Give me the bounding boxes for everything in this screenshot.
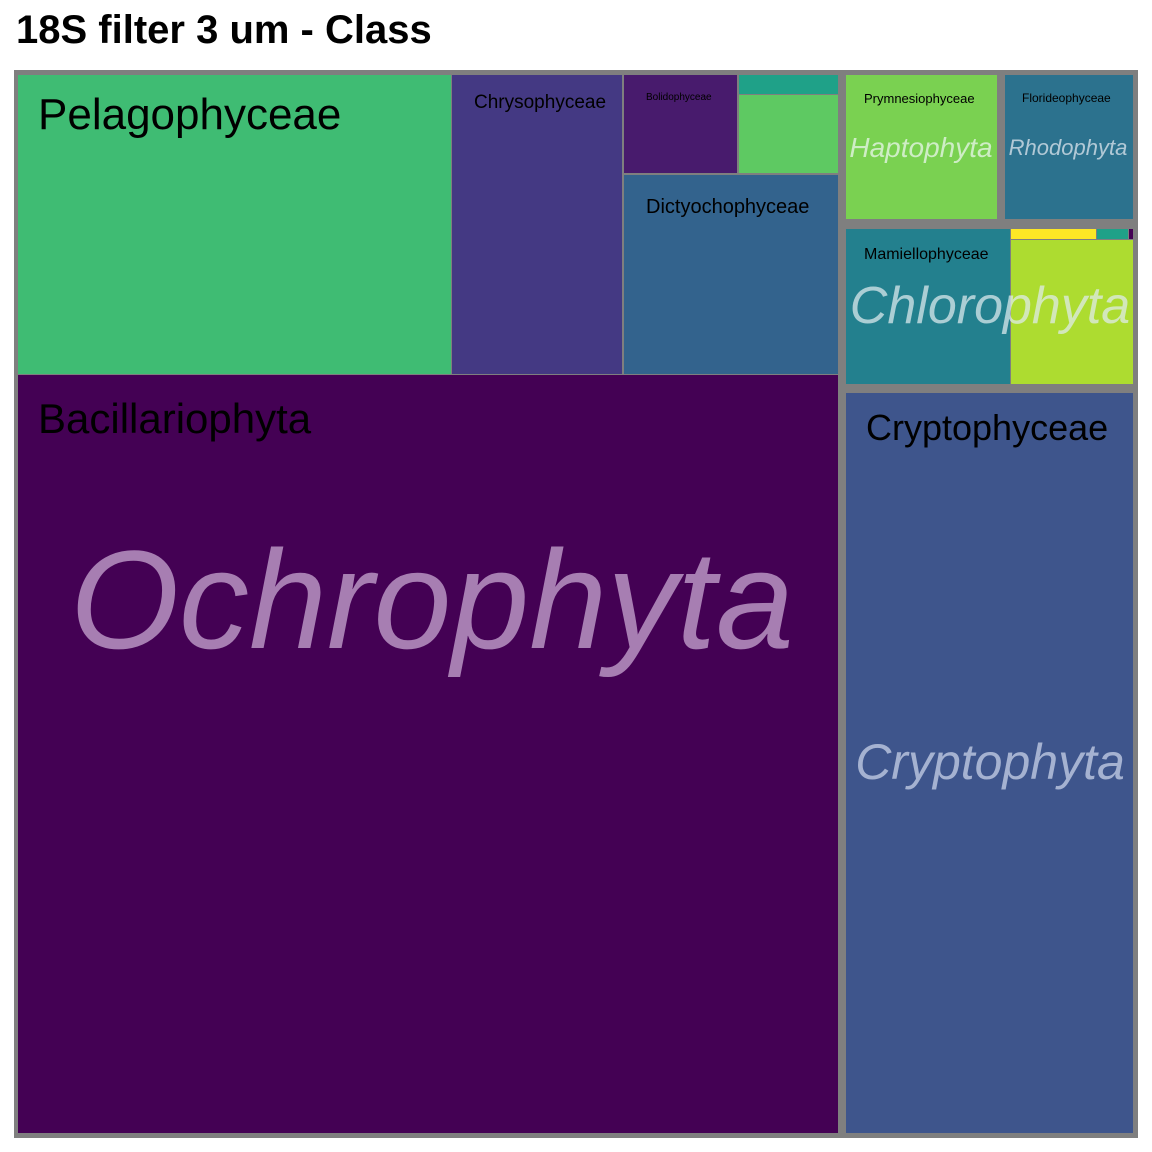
treemap-plot: Bacillariophyta Pelagophyceae Chrysophycea… <box>14 70 1138 1138</box>
treemap-cell-ochrophyta-5 <box>739 95 838 173</box>
class-label-dictyochophyceae: Dictyochophyceae <box>646 196 810 218</box>
treemap-cell-bolidophyceae <box>624 75 737 173</box>
treemap-cell-ochrophyta-6 <box>739 75 838 94</box>
treemap-cell-dictyochophyceae <box>624 175 838 374</box>
treemap-cell-mamiellophyceae <box>846 229 1010 384</box>
treemap-cell-chlorophyta-2 <box>1011 229 1096 239</box>
group-label-haptophyta: Haptophyta <box>849 132 993 163</box>
class-label-bolidophyceae: Bolidophyceae <box>646 92 712 103</box>
treemap-cell-prymnesiophyceae <box>846 75 997 219</box>
treemap-cell-chrysophyceae <box>452 75 622 374</box>
group-label-ochrophyta: Ochrophyta <box>70 521 794 678</box>
class-label-chrysophyceae: Chrysophyceae <box>474 92 607 113</box>
class-label-mamiellophyceae: Mamiellophyceae <box>864 246 989 263</box>
treemap-cell-cryptophyceae <box>846 393 1133 1133</box>
chart-title: 18S filter 3 um - Class <box>16 8 432 52</box>
treemap-cell-chlorophyta-1 <box>1011 240 1133 384</box>
class-label-cryptophyceae: Cryptophyceae <box>866 407 1109 448</box>
treemap-cell-pelagophyceae <box>18 75 451 374</box>
group-label-cryptophyta: Cryptophyta <box>855 734 1125 790</box>
class-label-pelagophyceae: Pelagophyceae <box>38 90 342 139</box>
class-label-florideophyceae: Florideophyceae <box>1022 91 1111 105</box>
treemap-cell-chlorophyta-4 <box>1129 229 1133 239</box>
class-label-bacillariophyta: Bacillariophyta <box>38 395 312 442</box>
treemap-cell-bacillariophyta <box>18 375 838 1133</box>
treemap-cell-florideophyceae <box>1005 75 1133 219</box>
group-label-chlorophyta: Chlorophyta <box>849 277 1131 335</box>
class-label-prymnesiophyceae: Prymnesiophyceae <box>864 91 975 106</box>
group-label-rhodophyta: Rhodophyta <box>1008 135 1128 160</box>
treemap-cell-chlorophyta-3 <box>1097 229 1128 239</box>
